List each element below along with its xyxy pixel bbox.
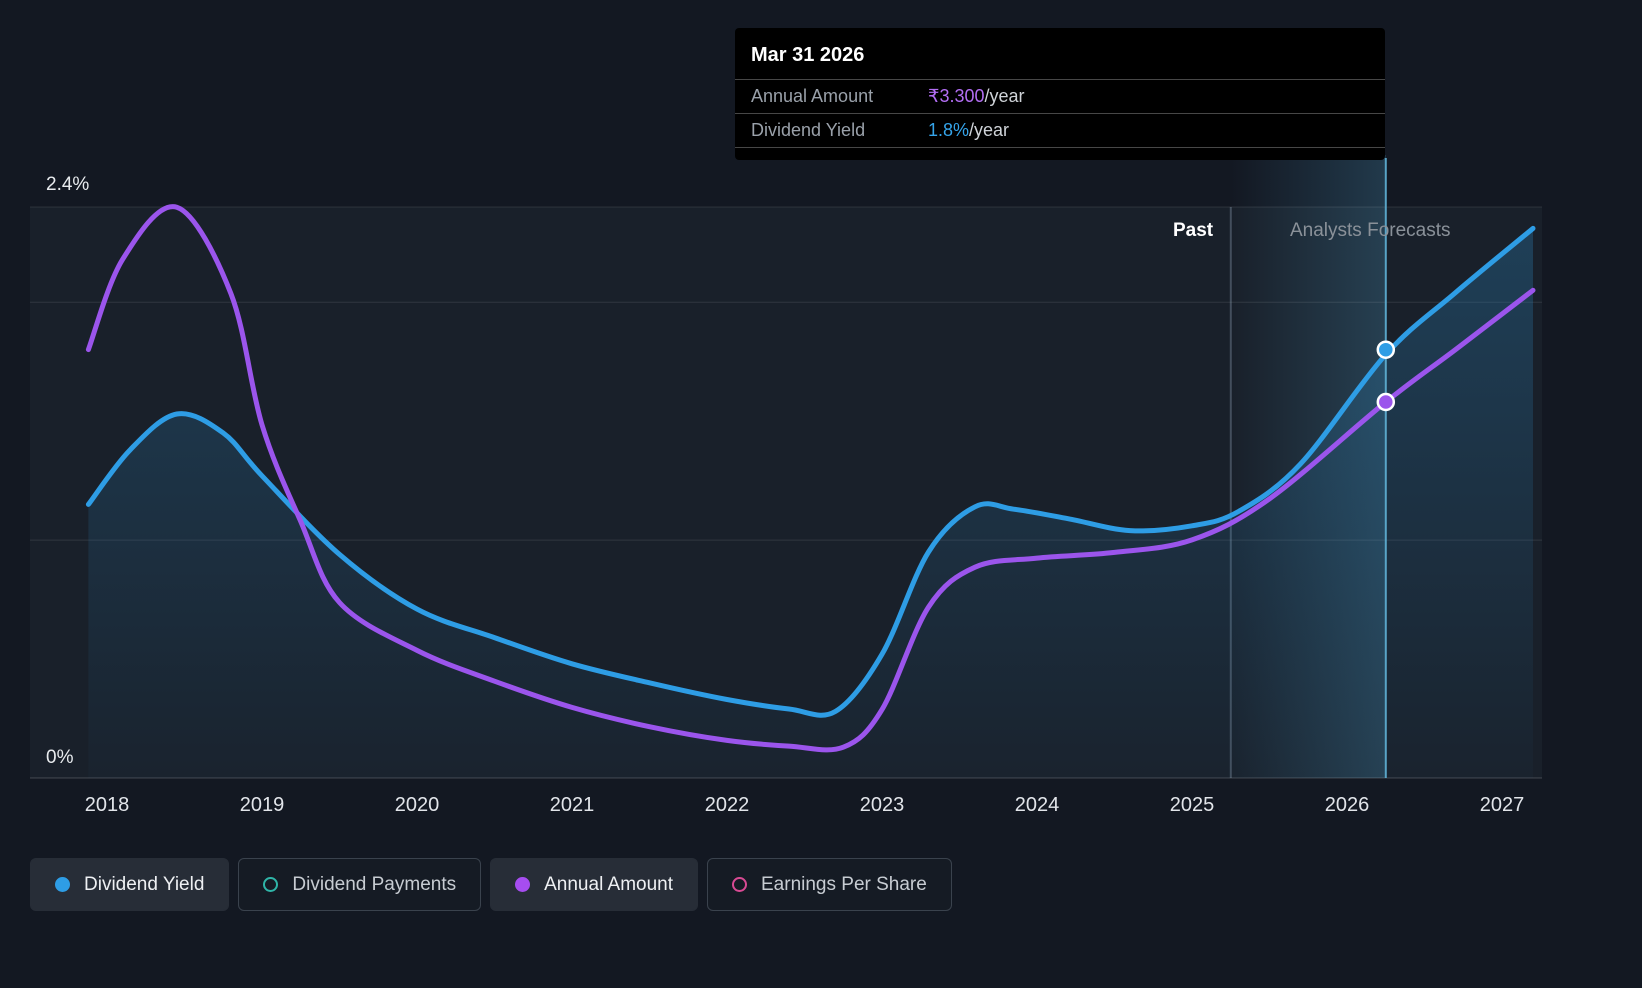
tooltip-row: Annual Amount ₹3.300/year xyxy=(735,79,1385,113)
legend-label: Earnings Per Share xyxy=(761,873,927,895)
legend-dot-icon xyxy=(55,877,70,892)
x-axis-label: 2025 xyxy=(1169,794,1215,816)
x-axis-label: 2018 xyxy=(84,794,130,816)
tooltip-row-label: Annual Amount xyxy=(751,86,874,106)
tooltip-row-value: ₹3.300 xyxy=(928,86,985,106)
x-axis-label: 2022 xyxy=(704,794,750,816)
x-axis-label: 2021 xyxy=(549,794,595,816)
x-axis-label: 2019 xyxy=(239,794,285,816)
tooltip-row-value: 1.8% xyxy=(928,120,970,140)
past-label: Past xyxy=(1173,220,1214,241)
legend-button-dividend-payments[interactable]: Dividend Payments xyxy=(238,858,482,911)
marker-annual-amount xyxy=(1376,392,1396,412)
x-axis-label: 2023 xyxy=(859,794,905,816)
legend-label: Annual Amount xyxy=(544,873,673,895)
x-axis-label: 2020 xyxy=(394,794,440,816)
x-axis-label: 2027 xyxy=(1479,794,1525,816)
legend-button-annual-amount[interactable]: Annual Amount xyxy=(490,858,698,911)
y-axis-label-bottom: 0% xyxy=(46,747,74,768)
legend-label: Dividend Yield xyxy=(84,873,205,895)
x-axis-label: 2024 xyxy=(1014,794,1060,816)
legend-button-earnings-per-share[interactable]: Earnings Per Share xyxy=(707,858,952,911)
x-axis-labels: 2018 2019 2020 2021 2022 2023 2024 2025 2026 2027 xyxy=(0,794,1642,820)
chart-tooltip: Mar 31 2026 Annual Amount ₹3.300/year Divi… xyxy=(735,28,1385,160)
legend-ring-icon xyxy=(732,877,747,892)
series-line-dividend-yield xyxy=(85,225,1536,718)
marker-dividend-yield xyxy=(1376,340,1396,359)
y-axis-label-top: 2.4% xyxy=(46,174,90,195)
legend-dot-icon xyxy=(515,877,531,892)
x-axis-label: 2026 xyxy=(1324,794,1370,816)
tooltip-row-suffix: /year xyxy=(984,86,1025,106)
series-line-annual-amount xyxy=(85,204,1536,753)
legend: Dividend Yield Dividend Payments Annual Am… xyxy=(30,858,952,911)
tooltip-row-label: Dividend Yield xyxy=(751,120,866,140)
tooltip-date: Mar 31 2026 xyxy=(751,44,865,66)
tooltip-rows: Annual Amount ₹3.300/year Dividend Yield 1.… xyxy=(735,79,1385,148)
legend-button-dividend-yield[interactable]: Dividend Yield xyxy=(30,858,230,911)
area-fill xyxy=(88,228,1533,778)
tooltip-row-suffix: /year xyxy=(969,120,1010,140)
legend-label: Dividend Payments xyxy=(292,873,457,895)
analysts-forecasts-label: Analysts Forecasts xyxy=(1290,220,1451,241)
tooltip-row: Dividend Yield 1.8%/year xyxy=(735,113,1385,148)
legend-ring-icon xyxy=(263,877,279,892)
